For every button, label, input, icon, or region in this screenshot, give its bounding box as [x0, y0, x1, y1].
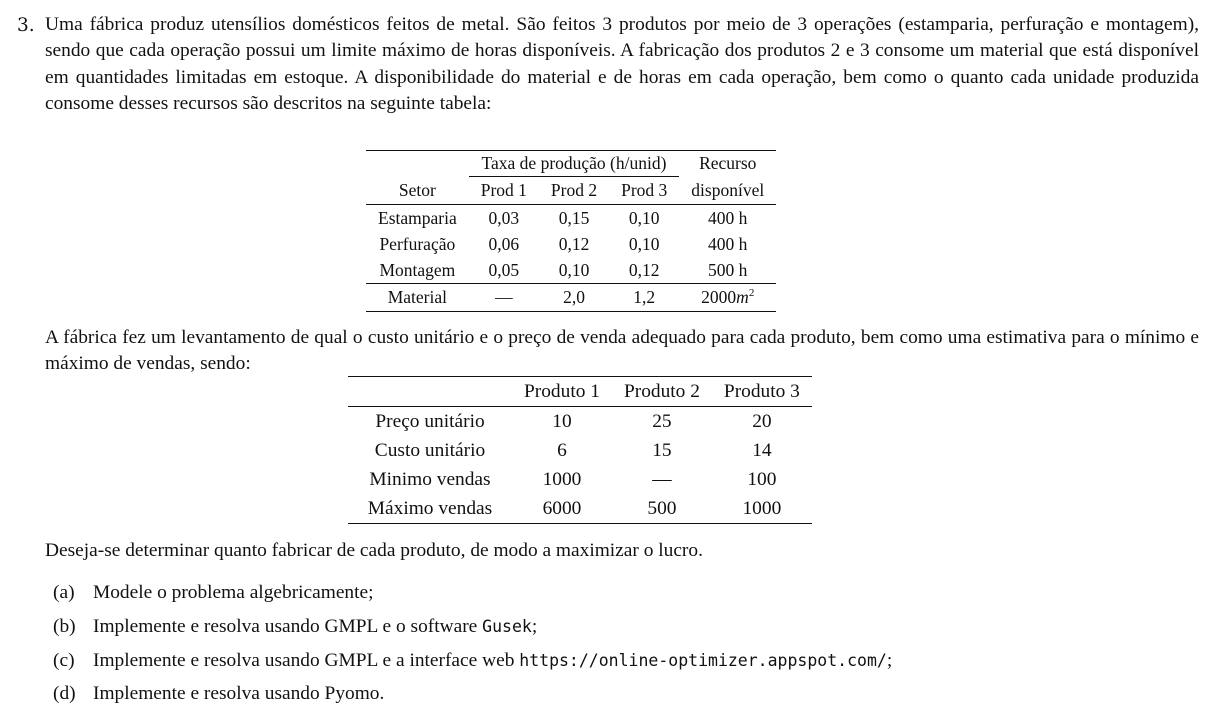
rate-cell: 0,05 [488, 259, 520, 280]
problem-goal: Deseja-se determinar quanto fabricar de … [45, 540, 703, 561]
row-label: Custo unitário [374, 439, 486, 461]
prod-2-header: Prod 2 [538, 176, 610, 205]
value-cell: 15 [652, 439, 672, 461]
table-row: Preço unitário 10 25 20 [348, 407, 812, 437]
resource-header-line1: Recurso [679, 150, 777, 177]
rate-cell: 0,10 [628, 233, 660, 254]
problem-intro: Uma fábrica produz utensílios domésticos… [45, 14, 1199, 115]
material-row: Material — 2,0 1,2 2000m2 [366, 283, 777, 312]
rate-cell: — [468, 283, 539, 312]
table-row: Custo unitário 6 15 14 [348, 436, 812, 465]
rate-cell: 0,10 [558, 259, 590, 280]
production-rate-group-header: Taxa de produção (h/unid) [468, 150, 680, 177]
table-row: Máximo vendas 6000 500 1000 [348, 494, 812, 524]
rate-cell: 0,10 [628, 207, 660, 228]
problem-number: 3. [17, 15, 35, 36]
resource-cell: 400 h [708, 207, 748, 228]
item-marker: (d) [53, 683, 76, 704]
rate-cell: 0,12 [628, 259, 660, 280]
resource-cell: 2000m2 [679, 283, 777, 312]
row-label: Minimo vendas [369, 468, 491, 490]
rate-cell: 1,2 [609, 283, 680, 312]
item-text-part: ; [531, 616, 538, 637]
rate-cell: 0,12 [558, 233, 590, 254]
item-text-part: Modele o problema algebricamente; [93, 582, 374, 603]
rate-cell: 0,15 [558, 207, 590, 228]
item-marker: (a) [53, 582, 75, 603]
value-cell: 20 [752, 410, 772, 432]
value-cell: 6000 [512, 494, 612, 524]
prod-1-header: Prod 1 [468, 176, 539, 205]
value-cell: 100 [747, 468, 777, 490]
row-label: Máximo vendas [348, 494, 512, 524]
value-cell: — [652, 468, 672, 490]
value-cell: 1000 [711, 494, 812, 524]
production-rate-table: Taxa de produção (h/unid) Recurso Setor … [366, 150, 777, 312]
resource-cell: 500 h [708, 259, 748, 280]
item-text: Implemente e resolva usando GMPL e o sof… [93, 614, 537, 640]
table-row: Montagem 0,05 0,10 0,12 500 h [366, 257, 776, 284]
item-text-part: Implemente e resolva usando GMPL e o sof… [93, 616, 483, 637]
item-text: Implemente e resolva usando GMPL e a int… [93, 648, 892, 674]
item-text-part: Implemente e resolva usando GMPL e a int… [93, 650, 520, 671]
resource-header-line2: disponível [679, 176, 777, 205]
empty-header-cell [348, 376, 512, 407]
item-text-part: ; [886, 650, 893, 671]
value-cell: 10 [552, 410, 572, 432]
value-cell: 14 [752, 439, 772, 461]
problem-middle-text: A fábrica fez um levantamento de qual o … [45, 327, 1199, 375]
value-cell: 1000 [542, 468, 582, 490]
software-name: Gusek [482, 617, 532, 636]
web-interface-url: https://online-optimizer.appspot.com/ [519, 651, 887, 670]
table-row: Minimo vendas 1000 — 100 [348, 465, 812, 494]
prod-3-header: Prod 3 [609, 176, 680, 205]
value-cell: 25 [652, 410, 672, 432]
sector-header: Setor [366, 176, 469, 205]
sector-cell: Perfuração [379, 233, 456, 254]
empty-header-cell [366, 150, 469, 177]
value-cell: 6 [557, 439, 567, 461]
value-cell: 500 [611, 494, 712, 524]
rate-cell: 0,06 [488, 233, 520, 254]
resource-cell: 400 h [708, 233, 748, 254]
row-label: Preço unitário [375, 410, 485, 432]
item-marker: (b) [53, 616, 76, 637]
item-text: Modele o problema algebricamente; [93, 580, 374, 606]
rate-cell: 0,03 [488, 207, 520, 228]
material-unit: m [736, 287, 749, 307]
item-text: Implemente e resolva usando Pyomo. [93, 681, 384, 707]
sector-cell: Montagem [379, 259, 456, 280]
produto-3-header: Produto 3 [711, 376, 812, 407]
produto-1-header: Produto 1 [512, 376, 612, 407]
rate-cell: 2,0 [538, 283, 610, 312]
table-row: Estamparia 0,03 0,15 0,10 400 h [366, 205, 776, 232]
table-row: Perfuração 0,06 0,12 0,10 400 h [366, 231, 776, 257]
item-marker: (c) [53, 650, 75, 671]
produto-2-header: Produto 2 [611, 376, 712, 407]
sales-table: Produto 1 Produto 2 Produto 3 Preço unit… [348, 376, 812, 524]
material-amount: 2000 [701, 287, 737, 307]
sector-cell: Material [366, 283, 469, 312]
sector-cell: Estamparia [378, 207, 457, 228]
table-header-row: Produto 1 Produto 2 Produto 3 [348, 376, 812, 407]
item-text-part: Implemente e resolva usando Pyomo. [93, 683, 385, 704]
material-unit-exponent: 2 [748, 287, 755, 300]
